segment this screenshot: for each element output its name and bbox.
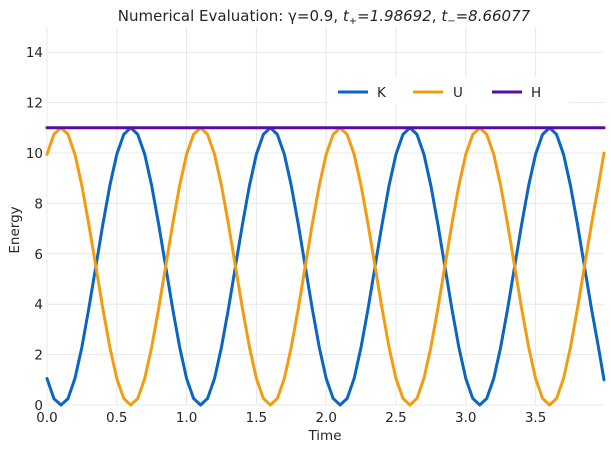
legend-label-k: K — [377, 85, 387, 101]
chart-title: Numerical Evaluation: γ=0.9, t+=1.98692,… — [118, 7, 531, 27]
y-tick-label: 14 — [26, 45, 43, 61]
y-tick-label: 6 — [34, 247, 43, 263]
tick-labels: 0 2 4 6 8 10 12 14 0.0 0.5 1.0 1.5 2.0 2.5 3.0 3.5 — [26, 45, 547, 426]
x-axis-label: Time — [307, 428, 341, 444]
y-tick-label: 8 — [34, 196, 43, 212]
x-tick-label: 1.5 — [246, 410, 267, 426]
x-tick-label: 0.0 — [36, 410, 57, 426]
x-tick-label: 3.0 — [455, 410, 476, 426]
title-t-plus-var: t — [343, 7, 350, 25]
y-tick-label: 2 — [34, 348, 43, 364]
legend-label-u: U — [453, 85, 463, 101]
series-lines — [45, 126, 606, 407]
x-tick-label: 2.0 — [315, 410, 336, 426]
legend-background — [328, 77, 570, 105]
y-tick-label: 0 — [34, 398, 43, 414]
legend: K U H — [328, 77, 570, 105]
x-tick-label: 0.5 — [106, 410, 127, 426]
title-t-plus-value: =1.98692 — [357, 7, 432, 25]
y-tick-label: 12 — [26, 96, 43, 112]
y-axis-label: Energy — [7, 206, 23, 253]
y-tick-label: 4 — [34, 297, 43, 313]
series-line-k — [45, 126, 606, 407]
title-prefix: Numerical Evaluation: γ=0.9, — [118, 7, 343, 25]
title-t-plus-sub: + — [349, 16, 357, 27]
title-t-minus-value: =8.66077 — [456, 7, 531, 25]
legend-label-h: H — [531, 85, 541, 101]
title-t-minus-sub: − — [447, 16, 455, 27]
series-line-u — [45, 126, 606, 407]
x-tick-label: 2.5 — [385, 410, 406, 426]
x-tick-label: 3.5 — [525, 410, 546, 426]
title-separator: , — [432, 7, 442, 25]
y-tick-label: 10 — [26, 146, 43, 162]
x-tick-label: 1.0 — [176, 410, 197, 426]
title-t-minus-var: t — [441, 7, 448, 25]
